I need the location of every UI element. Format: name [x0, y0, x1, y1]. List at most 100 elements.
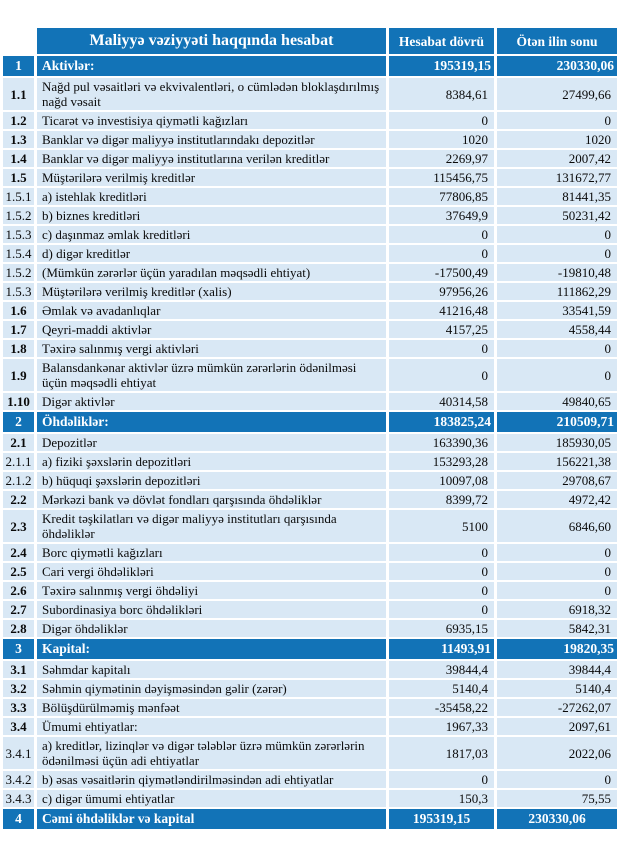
row-number-cell: 1.6 [3, 302, 34, 319]
row-previous-value-cell: 81441,35 [497, 188, 617, 205]
row-label-cell: Digər aktivlər [37, 393, 386, 410]
row-label-cell: Müştərilərə verilmiş kreditlər (xalis) [37, 283, 386, 300]
row-label-cell: a) istehlak kreditləri [37, 188, 386, 205]
row-label-cell: Ticarət və investisiya qiymətli kağızlar… [37, 112, 386, 129]
row-previous-value-cell: 0 [497, 563, 617, 580]
row-period-value-cell: 0 [389, 340, 494, 357]
row-label-cell: (Mümkün zərərlər üçün yaradılan məqsədli… [37, 264, 386, 281]
row-previous-value-cell: 5842,31 [497, 620, 617, 637]
row-period-value-cell: 0 [389, 359, 494, 391]
table-row: 1.5.3 Müştərilərə verilmiş kreditlər (xa… [3, 283, 617, 300]
row-period-value-cell: 41216,48 [389, 302, 494, 319]
row-label-cell: Nağd pul vəsaitləri və ekvivalentləri, o… [37, 78, 386, 110]
row-number-cell: 3.4.2 [3, 771, 34, 788]
row-previous-value-cell: 6846,60 [497, 510, 617, 542]
table-row: 1.6 Əmlak və avadanlıqlar 41216,48 33541… [3, 302, 617, 319]
table-row: 3.4 Ümumi ehtiyatlar: 1967,33 2097,61 [3, 718, 617, 735]
table-row: 4 Cəmi öhdəliklər və kapital 195319,15 2… [3, 809, 617, 829]
row-previous-value-cell: 230330,06 [497, 56, 617, 76]
row-number-cell: 2.1.2 [3, 472, 34, 489]
table-row: 1.4 Banklar və digər maliyyə institutlar… [3, 150, 617, 167]
page: Maliyyə vəziyyəti haqqında hesabat Hesab… [3, 28, 617, 829]
row-period-value-cell: 5100 [389, 510, 494, 542]
row-period-value-cell: 0 [389, 582, 494, 599]
row-previous-value-cell: 2022,06 [497, 737, 617, 769]
row-period-value-cell: 1967,33 [389, 718, 494, 735]
row-label-cell: Banklar və digər maliyyə institutlarında… [37, 131, 386, 148]
row-previous-value-cell: 2097,61 [497, 718, 617, 735]
row-previous-value-cell: 39844,4 [497, 661, 617, 678]
table-row: 1.5.4 d) digər kreditlər 0 0 [3, 245, 617, 262]
col-header-previous: Ötən ilin sonu [497, 28, 617, 54]
row-previous-value-cell: 210509,71 [497, 412, 617, 432]
table-row: 2.4 Borc qiymətli kağızları 0 0 [3, 544, 617, 561]
row-previous-value-cell: 75,55 [497, 790, 617, 807]
corner-cell [3, 28, 34, 54]
row-period-value-cell: 115456,75 [389, 169, 494, 186]
row-previous-value-cell: 0 [497, 245, 617, 262]
table-row: 2.1 Depozitlər 163390,36 185930,05 [3, 434, 617, 451]
header-row: Maliyyə vəziyyəti haqqında hesabat Hesab… [3, 28, 617, 54]
row-period-value-cell: 195319,15 [389, 809, 494, 829]
row-period-value-cell: 0 [389, 226, 494, 243]
row-previous-value-cell: 131672,77 [497, 169, 617, 186]
row-period-value-cell: 37649,9 [389, 207, 494, 224]
row-number-cell: 3 [3, 639, 34, 659]
row-label-cell: Aktivlər: [37, 56, 386, 76]
row-period-value-cell: 77806,85 [389, 188, 494, 205]
row-label-cell: b) biznes kreditləri [37, 207, 386, 224]
table-row: 1.2 Ticarət və investisiya qiymətli kağı… [3, 112, 617, 129]
row-period-value-cell: 2269,97 [389, 150, 494, 167]
row-previous-value-cell: 50231,42 [497, 207, 617, 224]
table-row: 3.1 Səhmdar kapitalı 39844,4 39844,4 [3, 661, 617, 678]
row-previous-value-cell: 0 [497, 112, 617, 129]
row-number-cell: 1.2 [3, 112, 34, 129]
row-number-cell: 3.4 [3, 718, 34, 735]
row-previous-value-cell: 2007,42 [497, 150, 617, 167]
row-period-value-cell: 1817,03 [389, 737, 494, 769]
row-number-cell: 2.7 [3, 601, 34, 618]
row-label-cell: Borc qiymətli kağızları [37, 544, 386, 561]
table-row: 3.4.1 a) kreditlər, lizinqlər və digər t… [3, 737, 617, 769]
table-row: 1.10 Digər aktivlər 40314,58 49840,65 [3, 393, 617, 410]
row-number-cell: 3.1 [3, 661, 34, 678]
row-number-cell: 1.5.2 [3, 264, 34, 281]
table-row: 2.8 Digər öhdəliklər 6935,15 5842,31 [3, 620, 617, 637]
row-label-cell: Cəmi öhdəliklər və kapital [37, 809, 386, 829]
table-row: 3.4.3 c) digər ümumi ehtiyatlar 150,3 75… [3, 790, 617, 807]
row-number-cell: 1.7 [3, 321, 34, 338]
row-period-value-cell: 40314,58 [389, 393, 494, 410]
row-period-value-cell: 4157,25 [389, 321, 494, 338]
row-period-value-cell: 10097,08 [389, 472, 494, 489]
row-previous-value-cell: 0 [497, 340, 617, 357]
row-label-cell: Banklar və digər maliyyə institutlarına … [37, 150, 386, 167]
row-period-value-cell: 153293,28 [389, 453, 494, 470]
table-row: 1.5.1 a) istehlak kreditləri 77806,85 81… [3, 188, 617, 205]
row-number-cell: 2.5 [3, 563, 34, 580]
table-row: 1.1 Nağd pul vəsaitləri və ekvivalentlər… [3, 78, 617, 110]
row-label-cell: c) digər ümumi ehtiyatlar [37, 790, 386, 807]
table-row: 3.3 Bölüşdürülməmiş mənfəət -35458,22 -2… [3, 699, 617, 716]
row-label-cell: Səhmdar kapitalı [37, 661, 386, 678]
table-row: 1.5 Müştərilərə verilmiş kreditlər 11545… [3, 169, 617, 186]
row-label-cell: Əmlak və avadanlıqlar [37, 302, 386, 319]
row-number-cell: 1.5.3 [3, 226, 34, 243]
row-number-cell: 1.5.2 [3, 207, 34, 224]
row-number-cell: 3.2 [3, 680, 34, 697]
row-number-cell: 3.4.1 [3, 737, 34, 769]
row-previous-value-cell: 0 [497, 226, 617, 243]
row-period-value-cell: 0 [389, 245, 494, 262]
row-previous-value-cell: 0 [497, 582, 617, 599]
row-label-cell: Balansdankənar aktivlər üzrə mümkün zərə… [37, 359, 386, 391]
table-row: 1.5.3 c) daşınmaz əmlak kreditləri 0 0 [3, 226, 617, 243]
row-label-cell: Subordinasiya borc öhdəlikləri [37, 601, 386, 618]
table-row: 1.5.2 b) biznes kreditləri 37649,9 50231… [3, 207, 617, 224]
table-row: 2.1.1 a) fiziki şəxslərin depozitləri 15… [3, 453, 617, 470]
table-row: 2.2 Mərkəzi bank və dövlət fondları qarş… [3, 491, 617, 508]
row-number-cell: 1.9 [3, 359, 34, 391]
row-previous-value-cell: 49840,65 [497, 393, 617, 410]
row-previous-value-cell: 33541,59 [497, 302, 617, 319]
row-period-value-cell: -17500,49 [389, 264, 494, 281]
row-previous-value-cell: 156221,38 [497, 453, 617, 470]
table-row: 2 Öhdəliklər: 183825,24 210509,71 [3, 412, 617, 432]
